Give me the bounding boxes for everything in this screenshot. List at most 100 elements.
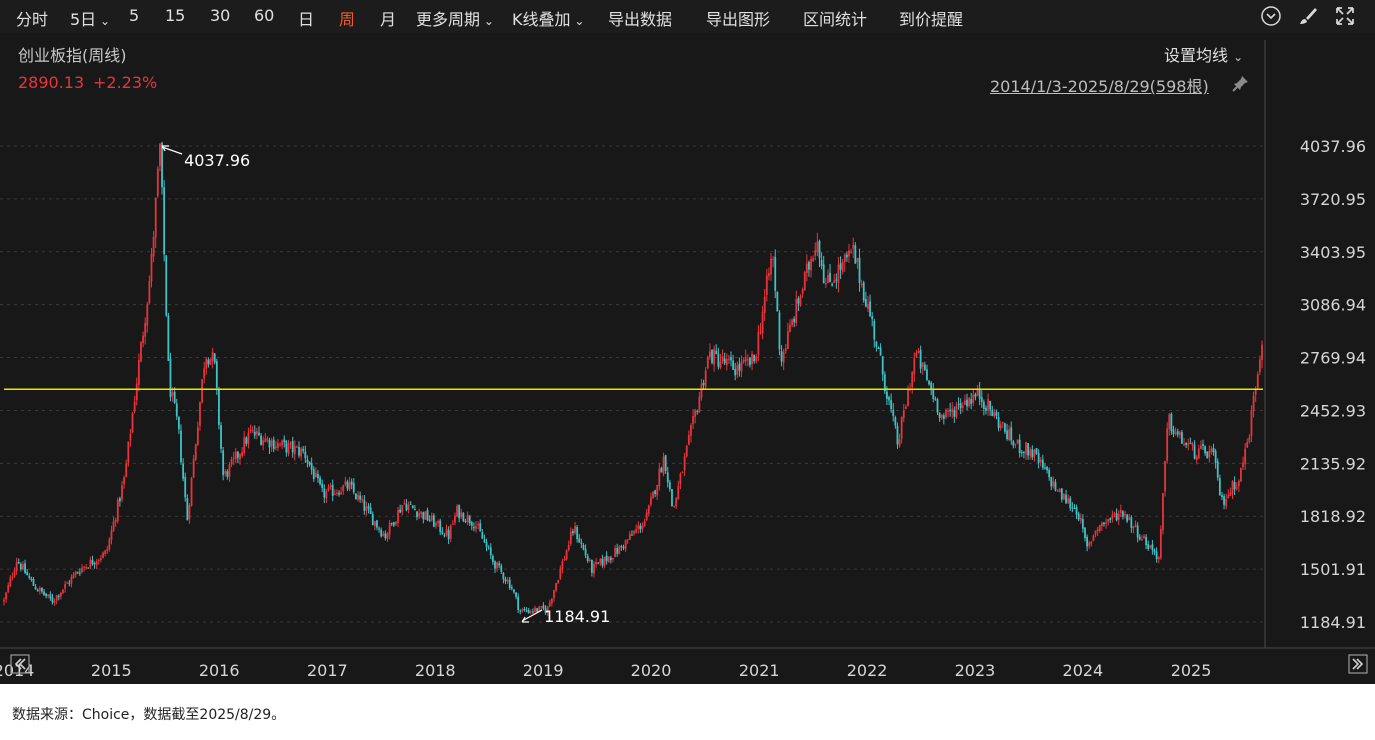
ma-setting-dropdown[interactable]: 设置均线 ⌄ [1164,42,1243,66]
brush-icon[interactable] [1297,5,1319,27]
x-tick-label: 2017 [307,661,348,680]
up-candle-body [782,351,785,363]
up-candle-body [1063,493,1065,500]
down-candle-body [845,254,848,258]
down-candle-body [1086,537,1089,547]
up-candle-body [1140,539,1143,541]
y-tick-label: 1501.91 [1300,560,1366,579]
period-tab-2[interactable]: 5 [129,6,139,25]
period-tab-5[interactable]: 60 [254,6,274,25]
up-candle-body [1117,513,1120,520]
down-candle-body [892,409,895,416]
period-tab-7[interactable]: 周 [339,6,355,30]
down-candle-body [1170,413,1173,432]
up-candle-body [719,361,722,368]
collapse-icon[interactable] [1260,5,1282,27]
period-tab-3[interactable]: 15 [165,6,185,25]
down-candle-body [331,484,334,496]
period-tab-6[interactable]: 日 [298,6,314,30]
up-candle-body [565,550,568,560]
period-tab-label: 日 [298,10,315,29]
up-candle-body [1067,498,1070,504]
up-candle-body [1033,449,1036,457]
up-candle-body [420,511,423,515]
pin-icon[interactable] [1232,74,1250,92]
up-candle-body [1016,439,1019,444]
down-candle-body [732,360,734,370]
down-candle-body [1130,517,1133,528]
period-tab-1[interactable]: 5日 ⌄ [70,6,110,30]
up-candle-body [159,143,161,166]
period-tab-9[interactable]: 更多周期 ⌄ [416,6,494,30]
up-candle-body [1025,442,1027,455]
up-candle-body [255,430,258,435]
period-tab-8[interactable]: 月 [380,6,396,30]
up-candle-body [763,296,766,313]
up-candle-body [647,505,650,514]
down-candle-body [1145,537,1148,546]
down-candle-body [883,374,886,392]
period-tab-11[interactable]: 导出数据 [608,6,672,30]
up-candle-body [154,197,157,238]
up-candle-body [1094,530,1097,535]
down-candle-body [207,359,210,365]
down-candle-body [1069,498,1072,509]
up-candle-body [786,331,789,350]
down-candle-body [1181,432,1183,444]
down-candle-body [730,357,732,361]
down-candle-body [338,492,340,495]
scroll-right-icon[interactable] [1348,654,1368,674]
up-candle-body [144,322,147,337]
up-candle-body [658,468,661,486]
down-candle-body [508,579,511,589]
up-candle-body [1056,490,1059,492]
down-candle-body [1046,467,1048,471]
down-candle-body [443,535,446,537]
y-tick-label: 2452.93 [1300,401,1366,420]
data-source-note: 数据来源：Choice，数据截至2025/8/29。 [12,707,286,723]
down-candle-body [982,401,985,409]
period-tab-0[interactable]: 分时 [16,6,48,30]
period-tab-4[interactable]: 30 [210,6,230,25]
kline-chart[interactable]: 4037.96 3720.95 3403.95 3086.94 2769.94 2452.… [0,0,1375,684]
down-candle-body [753,354,756,362]
up-candle-body [656,484,659,496]
x-tick-label: 2018 [415,661,456,680]
up-candle-body [3,599,5,602]
down-candle-body [1214,451,1217,463]
up-candle-body [814,250,817,256]
down-candle-body [797,298,800,304]
up-candle-body [348,482,351,490]
up-candle-body [325,491,328,498]
down-candle-body [1073,508,1076,510]
up-candle-body [557,579,560,584]
up-candle-body [683,456,686,471]
up-candle-body [194,444,197,460]
up-candle-body [430,515,433,521]
period-tab-10[interactable]: K线叠加 ⌄ [512,6,584,30]
up-candle-body [679,473,682,485]
up-candle-body [22,564,24,570]
x-tick-label: 2014 [0,661,34,680]
down-candle-body [1153,549,1156,553]
up-candle-body [593,563,595,574]
up-candle-body [1174,432,1177,434]
down-candle-body [1006,430,1008,439]
down-candle-body [384,533,387,539]
down-candle-body [41,587,43,592]
period-tab-12[interactable]: 导出图形 [706,6,770,30]
fullscreen-icon[interactable] [1334,5,1356,27]
up-candle-body [83,566,85,568]
scroll-left-icon[interactable] [10,654,30,674]
period-tab-14[interactable]: 到价提醒 [899,6,963,30]
period-tab-13[interactable]: 区间统计 [803,6,867,30]
up-candle-body [521,609,524,612]
up-candle-body [860,283,863,285]
down-candle-body [738,363,741,371]
date-range-link[interactable]: 2014/1/3-2025/8/29(598根) [990,77,1209,96]
x-tick-label: 2020 [631,661,672,680]
down-candle-body [163,187,166,255]
up-candle-body [1092,535,1095,541]
down-candle-body [165,255,168,316]
up-candle-body [614,547,616,558]
